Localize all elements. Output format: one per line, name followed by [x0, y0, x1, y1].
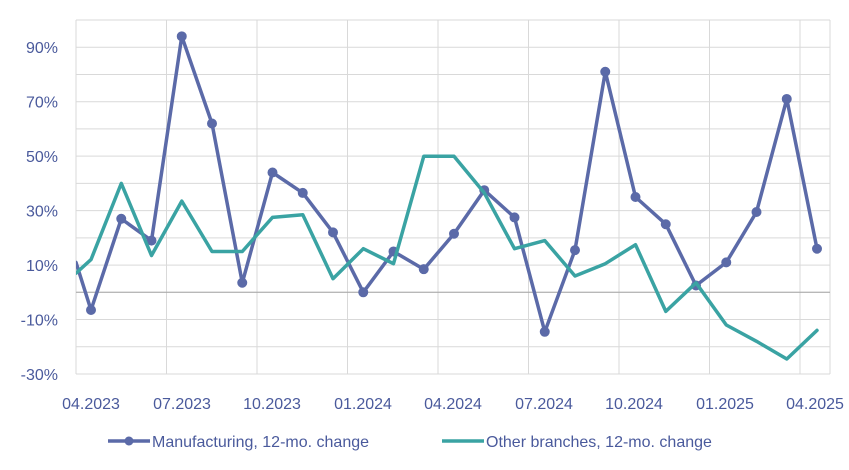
data-point: [781, 93, 792, 104]
data-point: [751, 206, 762, 217]
y-tick-label: 50%: [26, 149, 58, 166]
data-point: [176, 31, 187, 42]
x-tick-label: 01.2024: [334, 396, 392, 413]
data-point: [328, 227, 338, 238]
legend-marker-0: [124, 436, 134, 446]
data-point: [539, 326, 550, 337]
x-tick-label: 04.2024: [424, 396, 482, 413]
x-tick-label: 07.2023: [153, 396, 211, 413]
series-1: [76, 154, 819, 361]
x-tick-label: 10.2023: [243, 396, 301, 413]
data-point: [630, 192, 641, 202]
data-point: [297, 187, 308, 198]
y-tick-label: 30%: [26, 204, 58, 221]
data-point: [267, 167, 278, 178]
gridlines: [75, 19, 831, 375]
x-axis-tick-labels: 04.2023 07.2023 10.2023 01.2024 04.2024 07.20…: [62, 396, 844, 413]
x-tick-label: 04.2023: [62, 396, 120, 413]
y-tick-label: 70%: [26, 95, 58, 112]
series-0: [76, 31, 822, 337]
y-tick-label: 10%: [26, 258, 58, 275]
y-tick-label: -10%: [21, 313, 58, 330]
legend-label-1: Other branches, 12-mo. change: [486, 434, 712, 451]
data-point: [418, 264, 429, 275]
data-point: [116, 213, 127, 224]
legend: Manufacturing, 12-mo. change Other branch…: [108, 434, 712, 451]
series-line: [76, 154, 819, 361]
x-tick-label: 10.2024: [605, 396, 663, 413]
series-lines: [76, 31, 822, 361]
x-tick-label: 04.2025: [786, 396, 844, 413]
legend-label-0: Manufacturing, 12-mo. change: [152, 434, 369, 451]
data-point: [812, 243, 822, 254]
data-point: [86, 305, 96, 316]
data-point: [660, 219, 671, 230]
y-tick-label: 90%: [26, 40, 58, 57]
x-tick-label: 01.2025: [696, 396, 754, 413]
y-axis-tick-labels: -30% -10% 10% 30% 50% 70% 90%: [21, 40, 58, 384]
data-point: [207, 118, 217, 129]
series-line: [76, 34, 819, 334]
data-point: [721, 257, 732, 268]
data-point: [237, 277, 248, 288]
data-point: [509, 212, 520, 223]
data-point: [358, 287, 369, 298]
x-tick-label: 07.2024: [515, 396, 573, 413]
data-point: [600, 66, 611, 77]
y-tick-label: -30%: [21, 367, 58, 384]
data-point: [449, 228, 459, 239]
data-point: [570, 245, 580, 256]
